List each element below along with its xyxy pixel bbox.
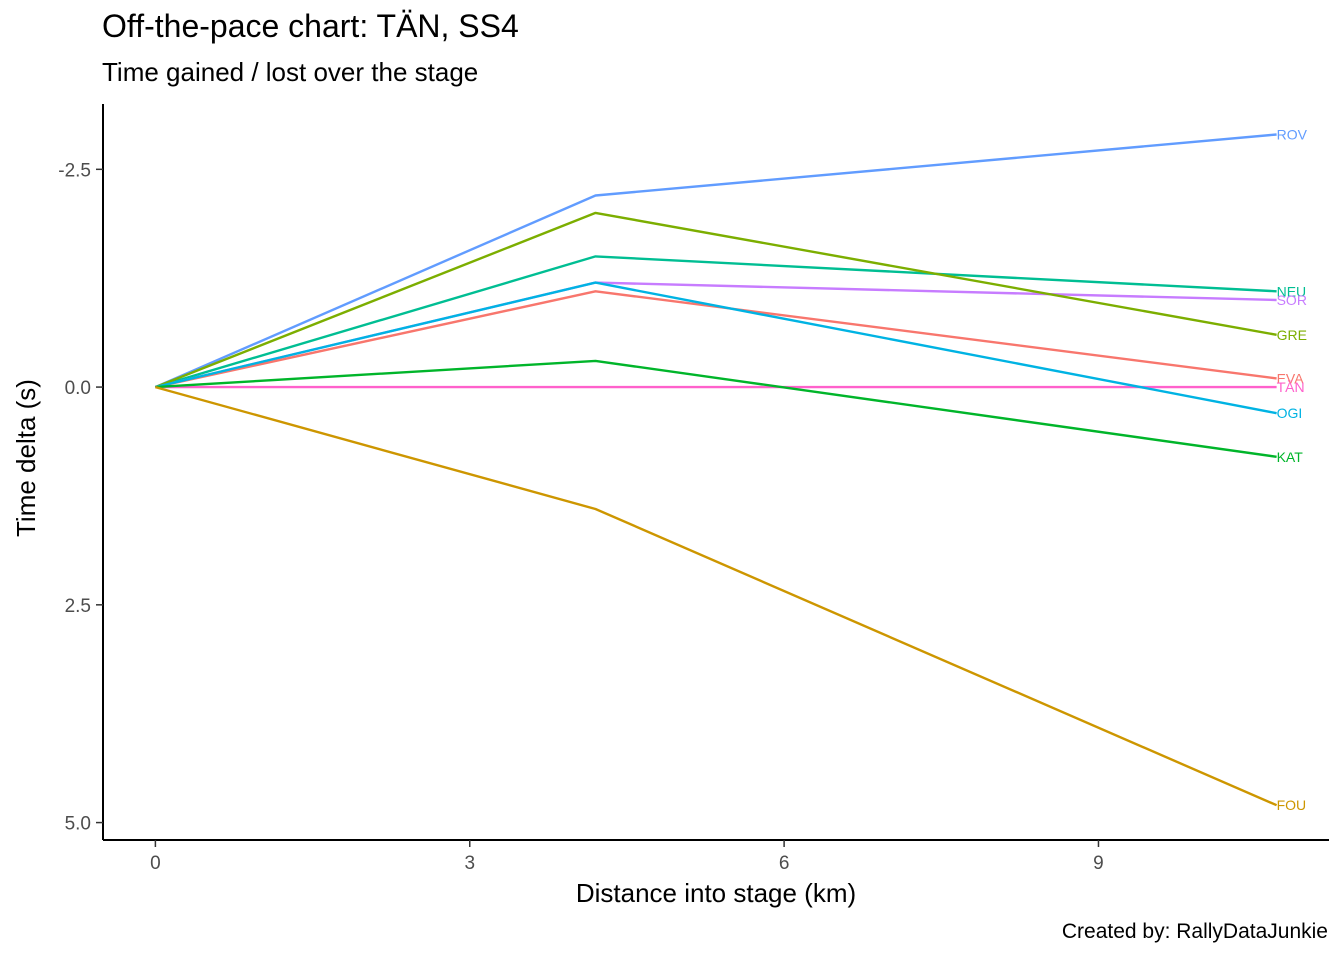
y-tick-label: -2.5: [58, 160, 91, 181]
series-line-ogi: [155, 281, 1277, 415]
series-line-eva: [155, 290, 1277, 389]
series-label-sor: SOR: [1277, 292, 1307, 308]
y-tick-label: 2.5: [65, 596, 91, 617]
series-label-gre: GRE: [1277, 327, 1307, 343]
x-tick-label: 3: [464, 853, 475, 874]
series-line-gre: [154, 211, 1277, 389]
chart-title: Off-the-pace chart: TÄN, SS4: [102, 8, 519, 44]
chart-caption: Created by: RallyDataJunkie: [1061, 920, 1328, 943]
series-label-tän: TÄN: [1277, 379, 1305, 395]
x-axis-title: Distance into stage (km): [576, 878, 856, 908]
x-tick-label: 0: [150, 853, 161, 874]
series-line-neu: [155, 255, 1277, 389]
series-label-eva: EVA: [1277, 370, 1305, 386]
series-label-neu: NEU: [1277, 283, 1307, 299]
series-label-ogi: OGI: [1277, 405, 1303, 421]
series-line-sor: [155, 281, 1277, 389]
x-tick-label: 6: [779, 853, 790, 874]
series-label-kat: KAT: [1277, 449, 1304, 465]
series-label-fou: FOU: [1277, 797, 1307, 813]
y-axis-title: Time delta (s): [11, 379, 41, 537]
series-line-fou: [155, 385, 1278, 807]
y-tick-label: 0.0: [65, 378, 91, 399]
series-line-rov: [154, 133, 1277, 389]
x-tick-label: 9: [1093, 853, 1104, 874]
series-label-rov: ROV: [1277, 126, 1308, 142]
series-line-kat: [155, 359, 1277, 458]
chart-subtitle: Time gained / lost over the stage: [102, 57, 479, 87]
y-tick-label: 5.0: [65, 814, 91, 835]
series-layer: [154, 133, 1278, 807]
axes: 0 3 6 9 -2.5 0.0 2.5 5.0: [58, 104, 1329, 874]
